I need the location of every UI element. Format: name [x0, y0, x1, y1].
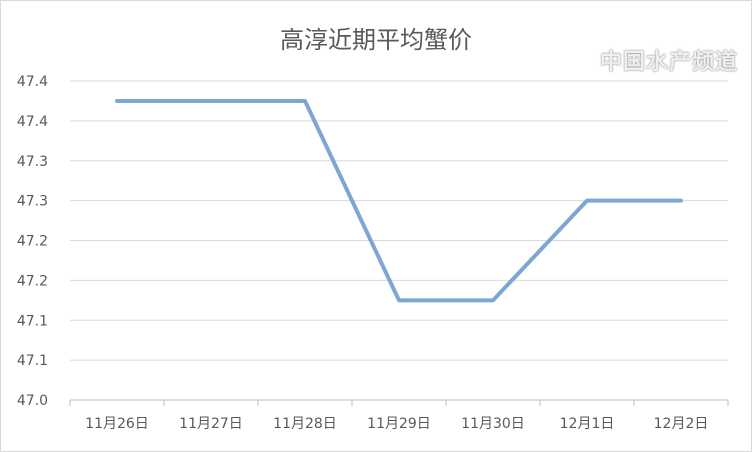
x-tick-label: 11月29日 [367, 416, 431, 432]
watermark-text: 中国水产频道 [599, 50, 738, 75]
y-tick-label: 47.4 [17, 74, 48, 90]
y-tick-label: 47.1 [17, 353, 48, 369]
x-tick-label: 12月2日 [654, 416, 709, 432]
chart-title: 高淳近期平均蟹价 [280, 26, 472, 54]
y-tick-label: 47.4 [17, 114, 48, 130]
x-tick-label: 12月1日 [560, 416, 615, 432]
y-tick-label: 47.1 [17, 313, 48, 329]
x-tick-label: 11月27日 [179, 416, 243, 432]
y-tick-label: 47.3 [17, 194, 48, 210]
x-tick-label: 11月30日 [461, 416, 525, 432]
watermark-logo: 中国水产频道 [600, 44, 738, 76]
x-tick-label: 11月28日 [273, 416, 337, 432]
y-tick-label: 47.3 [17, 154, 48, 170]
y-tick-label: 47.2 [17, 273, 48, 289]
y-tick-label: 47.2 [17, 234, 48, 250]
y-tick-label: 47.0 [17, 393, 48, 409]
x-tick-label: 11月26日 [85, 416, 149, 432]
